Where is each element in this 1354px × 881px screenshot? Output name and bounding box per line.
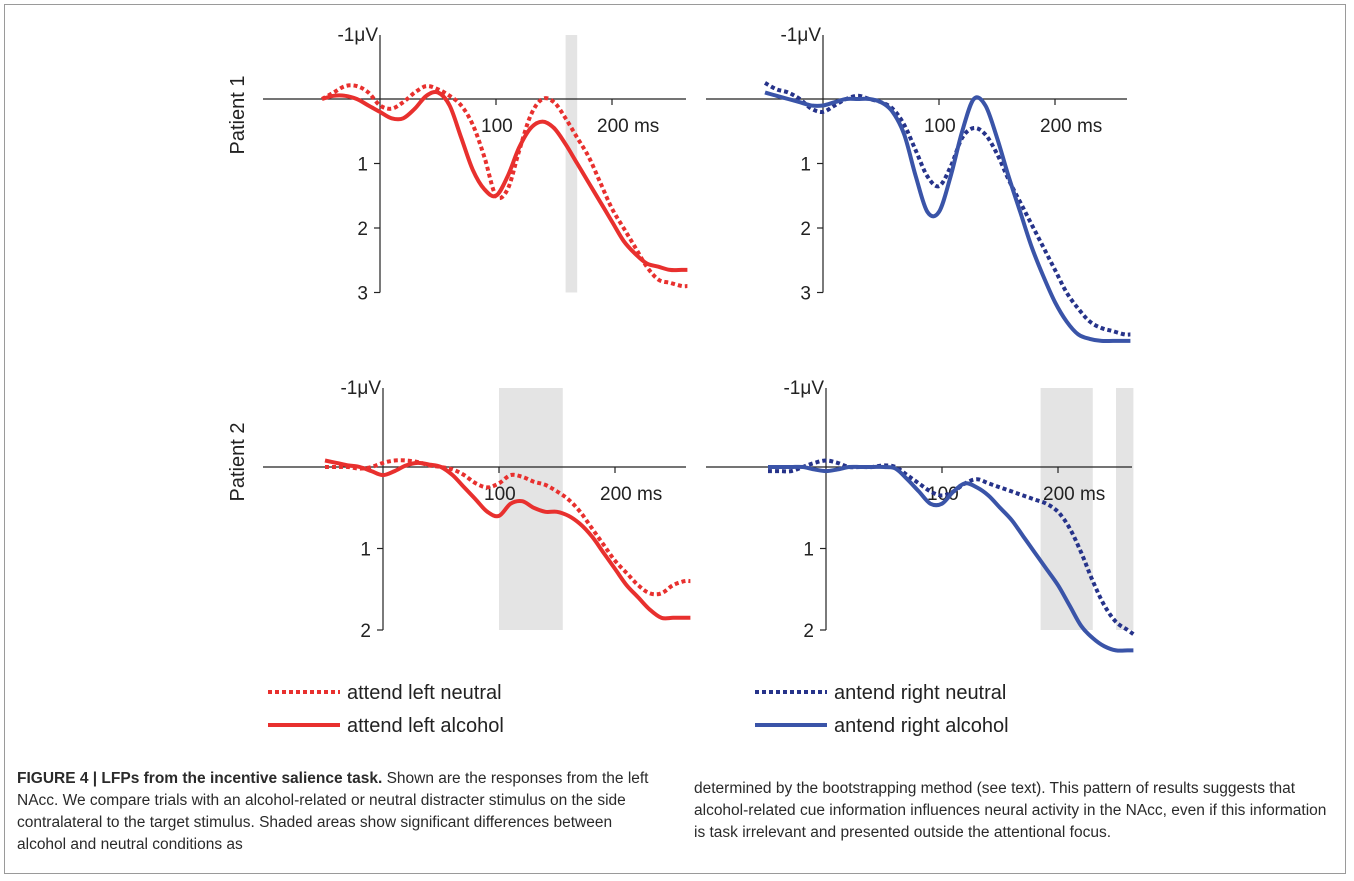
legend-label-attend-left-alcohol: attend left alcohol	[347, 715, 504, 737]
x-tick-label: 200 ms	[1043, 484, 1105, 505]
shaded-region	[1116, 388, 1134, 630]
panel-4: -1μV 1 2 100 200 ms	[706, 378, 1135, 653]
series-line-attend-left-neutral	[324, 458, 691, 597]
x-tick-label: 200 ms	[597, 116, 659, 137]
shaded-region	[565, 35, 578, 293]
y-tick-label: 2	[357, 219, 368, 240]
x-tick-label: 200 ms	[1040, 116, 1102, 137]
caption-left-text: Shown are the responses from the left NA…	[17, 770, 649, 853]
shaded-region	[1040, 388, 1093, 630]
x-tick-label: 200 ms	[600, 484, 662, 505]
legend-label-antend-right-neutral: antend right neutral	[834, 682, 1006, 704]
row-label-patient-1: Patient 1	[227, 76, 249, 155]
caption-left-column: FIGURE 4 | LFPs from the incentive salie…	[17, 768, 657, 856]
y-tick-label: 2	[803, 621, 814, 642]
series-line-attend-left-alcohol	[321, 89, 688, 273]
y-tick-label: 1	[803, 540, 814, 561]
panel-3: -1μV 1 2 100 200 ms	[263, 378, 691, 642]
y-tick-label: 1	[357, 155, 368, 176]
y-unit-label: -1μV	[340, 378, 381, 399]
series-line-attend-left-alcohol	[324, 458, 691, 621]
shaded-region	[499, 388, 563, 630]
y-unit-label: -1μV	[783, 378, 824, 399]
x-tick-label: 100	[924, 116, 956, 137]
series-line-antend-right-alcohol	[767, 464, 1134, 653]
figure-frame	[4, 4, 1346, 874]
y-tick-label: 1	[800, 155, 811, 176]
caption-right-text: determined by the bootstrapping method (…	[694, 780, 1327, 841]
caption-title: FIGURE 4 | LFPs from the incentive salie…	[17, 770, 383, 787]
y-unit-label: -1μV	[780, 25, 821, 46]
row-label-patient-2: Patient 2	[227, 423, 249, 502]
y-tick-label: 2	[800, 219, 811, 240]
x-tick-label: 100	[927, 484, 959, 505]
caption-right-column: determined by the bootstrapping method (…	[694, 768, 1334, 844]
x-tick-label: 100	[484, 484, 516, 505]
y-tick-label: 1	[360, 540, 371, 561]
series-line-attend-left-neutral	[320, 83, 688, 289]
legend-label-attend-left-neutral: attend left neutral	[347, 682, 502, 704]
y-tick-label: 3	[357, 284, 368, 305]
y-tick-label: 3	[800, 284, 811, 305]
panel-2: -1μV 1 2 3 100 200 ms	[706, 25, 1131, 344]
legend-label-antend-right-alcohol: antend right alcohol	[834, 715, 1009, 737]
x-tick-label: 100	[481, 116, 513, 137]
y-unit-label: -1μV	[337, 25, 378, 46]
series-line-antend-right-alcohol	[764, 90, 1131, 344]
panel-1: -1μV 1 2 3 100 200 ms	[263, 25, 688, 305]
y-tick-label: 2	[360, 621, 371, 642]
